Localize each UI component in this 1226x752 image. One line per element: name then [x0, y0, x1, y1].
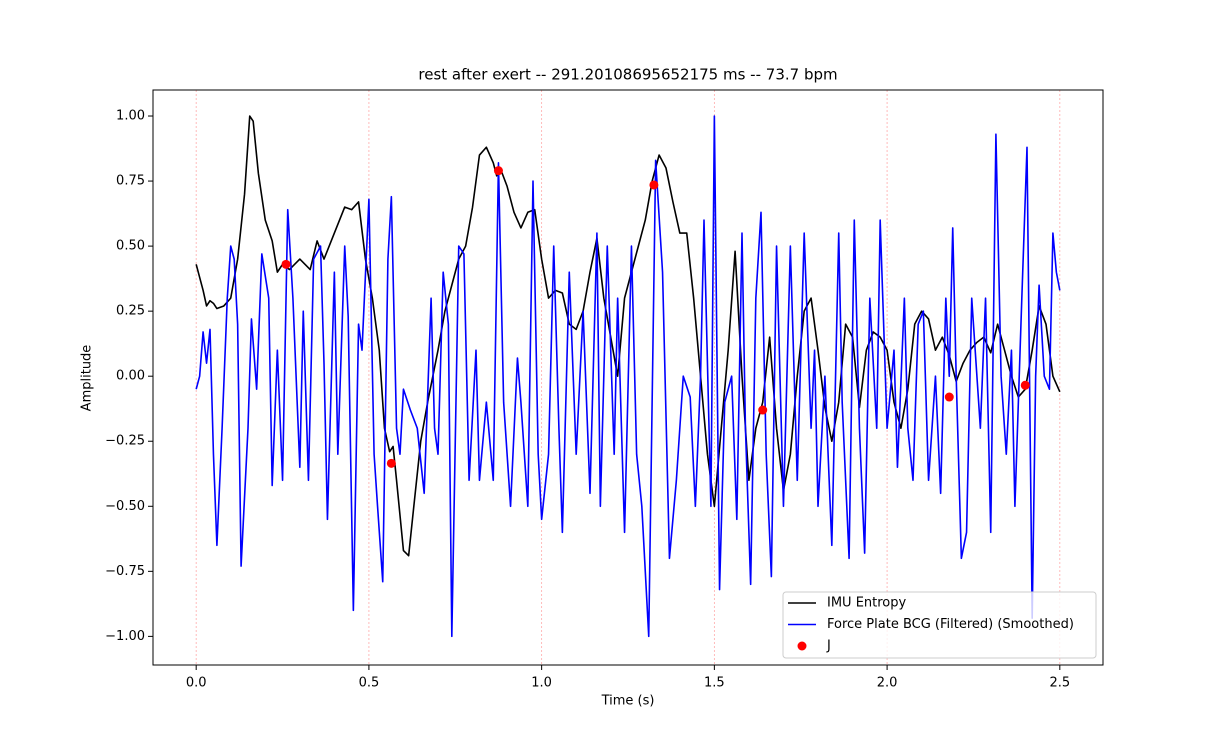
legend-label: Force Plate BCG (Filtered) (Smoothed) [827, 617, 1074, 632]
chart-title: rest after exert -- 291.20108695652175 m… [418, 66, 837, 84]
y-tick-label: 0.50 [116, 239, 145, 254]
x-tick-label: 1.0 [531, 676, 552, 691]
y-tick-label: 0.75 [116, 174, 145, 189]
y-tick-label: −0.50 [105, 499, 145, 514]
series-group [195, 115, 1061, 638]
y-tick-label: 0.00 [116, 369, 145, 384]
x-tick-label: 2.5 [1049, 676, 1070, 691]
y-tick-label: −0.25 [105, 434, 145, 449]
data-line [195, 115, 1061, 638]
y-tick-label: −0.75 [105, 564, 145, 579]
legend-swatch [797, 641, 807, 651]
data-point [1020, 380, 1030, 390]
x-axis-label: Time (s) [601, 694, 655, 709]
data-point [758, 405, 768, 415]
data-line [195, 115, 1061, 557]
x-tick-label: 1.5 [704, 676, 725, 691]
data-point [493, 166, 503, 176]
data-point [386, 458, 396, 468]
axes-frame [152, 89, 1104, 666]
x-tick-label: 2.0 [877, 676, 898, 691]
legend-label: IMU Entropy [827, 596, 907, 611]
data-point [944, 392, 954, 402]
y-tick-label: 0.25 [116, 304, 145, 319]
y-axis-label: Amplitude [80, 345, 95, 412]
legend-box [782, 591, 1097, 659]
data-point [281, 259, 291, 269]
y-tick-label: −1.00 [105, 629, 145, 644]
legend-label: J [826, 639, 831, 654]
x-tick-label: 0.0 [186, 676, 207, 691]
x-tick-label: 0.5 [359, 676, 380, 691]
data-point [649, 180, 659, 190]
y-tick-label: 1.00 [116, 109, 145, 124]
